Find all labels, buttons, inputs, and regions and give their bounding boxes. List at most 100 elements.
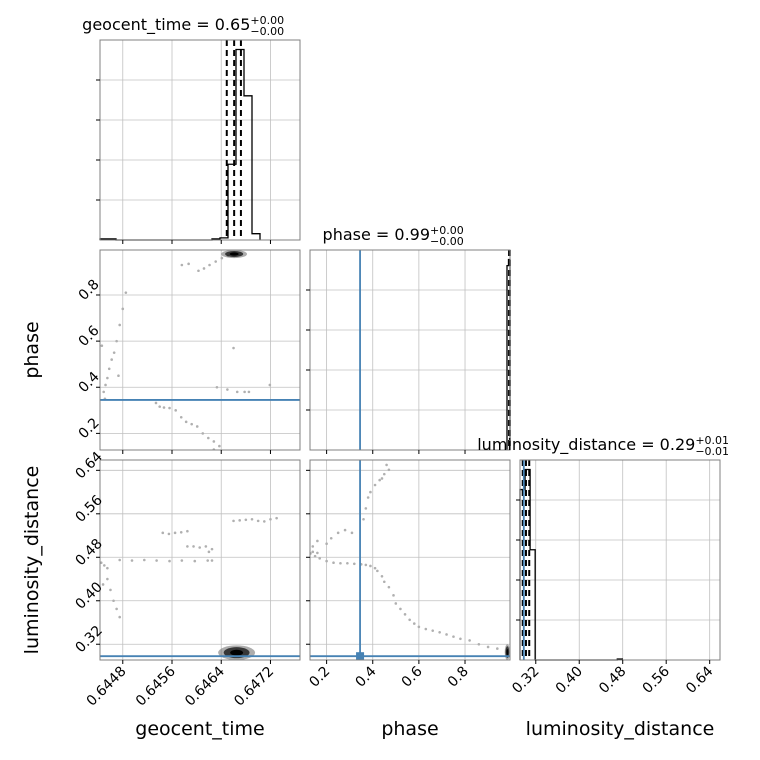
sample-point (204, 545, 208, 548)
x-tick-label: 0.8 (445, 664, 472, 691)
x-tick-label: 0.2 (306, 664, 333, 691)
sample-point (244, 518, 248, 522)
sample-point (387, 585, 391, 589)
sample-point (207, 436, 210, 440)
sample-point (180, 263, 184, 267)
sample-point (378, 478, 381, 482)
sample-point (167, 532, 171, 536)
sample-point (376, 569, 379, 573)
sample-point (161, 531, 165, 535)
axes-frame (309, 249, 511, 451)
sample-point (115, 607, 118, 611)
sample-point (452, 635, 455, 638)
y-tick-label: 0.56 (72, 492, 105, 525)
sample-point (339, 561, 342, 565)
sample-point (168, 406, 171, 410)
sample-point (158, 405, 161, 408)
sample-point (403, 613, 407, 616)
sample-point (173, 531, 177, 535)
y-axis-label-luminosity_distance: luminosity_distance (21, 466, 43, 655)
sample-point (202, 267, 206, 270)
sample-point (235, 390, 239, 394)
sample-point (155, 559, 158, 562)
axes-frame (309, 459, 511, 661)
sample-point (110, 358, 113, 361)
sample-point (380, 477, 384, 480)
axes-frame (99, 39, 301, 241)
sample-point (232, 346, 235, 350)
axes-frame (519, 459, 721, 661)
sample-point (385, 463, 388, 467)
sample-point (208, 263, 211, 267)
sample-point (168, 559, 171, 563)
title-value: phase = 0.99 (323, 225, 430, 244)
sample-point (210, 547, 214, 551)
panel-content-geocent_time_vs_phase (100, 250, 272, 450)
sample-point (124, 291, 128, 294)
sample-point (477, 642, 481, 646)
axes-frame (99, 249, 301, 451)
sample-point (275, 516, 278, 520)
title-lower-error: −0.00 (250, 25, 284, 38)
sample-point (369, 490, 372, 494)
sample-point (343, 528, 347, 532)
y-tick-label: 0.8 (76, 277, 103, 304)
density-core (230, 649, 244, 656)
sample-point (486, 645, 490, 649)
sample-point (250, 517, 254, 521)
sample-point (438, 630, 441, 634)
sample-point (143, 558, 146, 562)
sample-point (197, 269, 200, 273)
sample-point (364, 563, 368, 567)
y-tick-label: 0.2 (76, 415, 103, 442)
sample-point (362, 517, 365, 521)
sample-point (329, 536, 333, 540)
sample-point (382, 472, 386, 476)
sample-point (106, 577, 109, 581)
sample-point (408, 618, 411, 622)
sample-point (243, 390, 246, 394)
sample-point (187, 262, 190, 266)
sample-point (373, 483, 377, 487)
density-core (229, 252, 239, 256)
x-axis-label-phase: phase (381, 718, 438, 740)
sample-point (101, 583, 105, 586)
sample-point (109, 588, 112, 592)
sample-point (236, 453, 239, 456)
sample-point (366, 496, 370, 499)
sample-point (103, 564, 106, 567)
y-tick-label: 0.40 (72, 579, 105, 612)
x-tick-label: 0.64 (683, 663, 716, 696)
y-tick-label: 0.4 (76, 369, 103, 396)
sample-point (445, 633, 448, 636)
diag-title-phase: phase = 0.99+0.00 −0.00 (323, 224, 464, 248)
sample-point (311, 545, 315, 548)
x-tick-label: 0.4 (353, 663, 380, 690)
sample-point (212, 440, 216, 443)
sample-point (318, 557, 321, 560)
sample-point (392, 594, 395, 597)
sample-point (195, 425, 199, 428)
y-tick-label: 0.6 (76, 323, 103, 350)
sample-point (263, 520, 266, 523)
sample-point (394, 602, 398, 605)
sample-point (102, 390, 105, 394)
sample-point (154, 401, 158, 405)
panel-content-phase_vs_luminosity_distance (310, 463, 510, 660)
sample-point (399, 607, 402, 611)
sample-point (117, 374, 120, 378)
sample-point (174, 409, 177, 412)
diag-title-geocent_time: geocent_time = 0.65+0.00 −0.00 (82, 14, 284, 38)
sample-point (201, 432, 205, 435)
sample-point (412, 622, 416, 625)
sample-point (417, 625, 421, 629)
axes-frame (99, 459, 301, 661)
sample-point (115, 339, 118, 343)
sample-point (431, 629, 435, 632)
sample-point (459, 637, 462, 641)
sample-point (100, 561, 103, 565)
sample-point (496, 647, 499, 650)
sample-point (247, 390, 251, 394)
sample-point (206, 559, 209, 562)
sample-point (104, 383, 107, 387)
